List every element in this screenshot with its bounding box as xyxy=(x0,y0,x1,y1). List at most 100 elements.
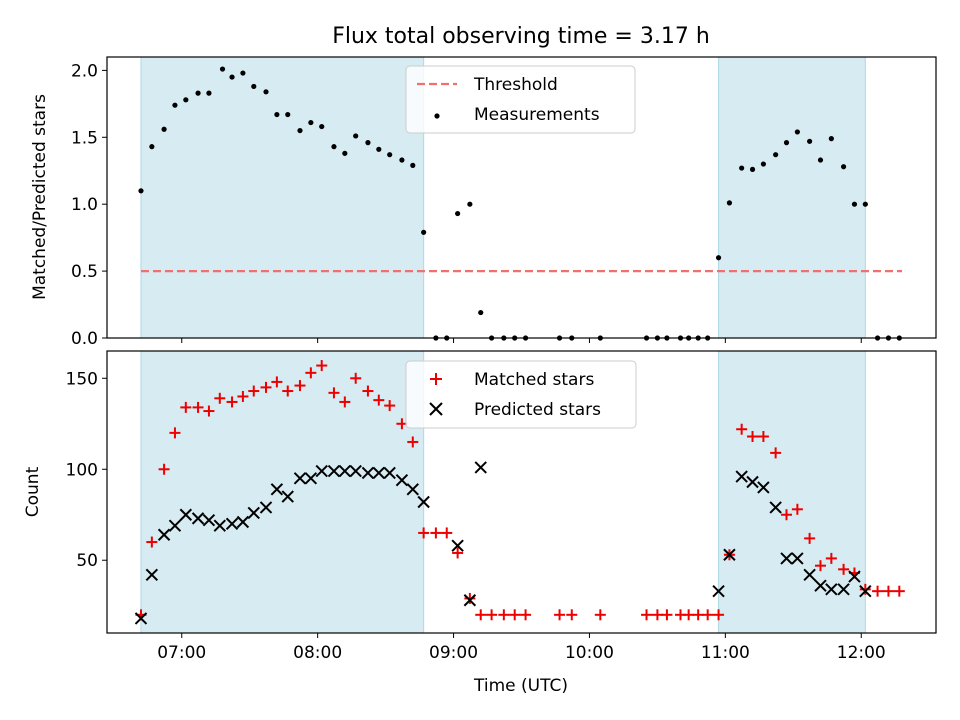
legend-threshold-label: Threshold xyxy=(473,75,558,95)
predicted-star-point xyxy=(259,501,273,514)
predicted-star-point xyxy=(757,481,770,494)
matched-star-point xyxy=(804,532,816,544)
matched-star-point xyxy=(180,401,192,413)
measurement-point xyxy=(851,201,858,207)
predicted-star-point xyxy=(361,466,375,480)
x-tick-label: 09:00 xyxy=(429,643,478,663)
measurement-point xyxy=(478,309,484,316)
predicted-star-point xyxy=(837,583,850,596)
matched-star-point xyxy=(594,609,606,621)
predicted-star-point xyxy=(327,464,341,478)
x-tick-label: 07:00 xyxy=(157,643,206,663)
top-y-axis-label: Matched/Predicted stars xyxy=(30,94,50,300)
measurement-point xyxy=(297,127,303,134)
matched-star-point xyxy=(237,390,249,402)
matched-star-point xyxy=(384,400,396,412)
matched-star-point xyxy=(702,609,714,621)
matched-star-point xyxy=(226,396,238,408)
matched-star-point xyxy=(770,447,782,459)
measurement-point xyxy=(773,152,779,158)
legend-predicted-swatch xyxy=(429,402,443,416)
predicted-star-point xyxy=(349,464,362,478)
matched-star-point xyxy=(441,527,453,539)
predicted-star-point xyxy=(735,470,748,483)
legend-matched-swatch xyxy=(430,373,442,385)
measurement-point xyxy=(263,89,269,95)
predicted-star-point xyxy=(145,568,159,581)
matched-star-point xyxy=(661,609,673,621)
predicted-star-point xyxy=(395,473,409,487)
matched-star-point xyxy=(158,463,170,475)
matched-star-point xyxy=(316,360,328,372)
x-axis-label: Time (UTC) xyxy=(473,676,568,696)
matched-star-point xyxy=(747,431,759,443)
measurement-point xyxy=(421,229,427,235)
matched-star-point xyxy=(566,609,578,621)
predicted-star-point xyxy=(213,519,227,532)
legend-measurements-label: Measurements xyxy=(474,105,600,125)
predicted-star-point xyxy=(780,552,793,565)
x-tick-label: 08:00 xyxy=(293,643,342,663)
matched-star-point xyxy=(838,563,850,575)
matched-star-point xyxy=(146,536,158,548)
predicted-star-point xyxy=(225,517,239,531)
measurement-point xyxy=(229,74,235,80)
matched-star-point xyxy=(736,423,748,435)
measurement-point xyxy=(219,66,226,72)
matched-star-point xyxy=(509,609,521,621)
measurement-point xyxy=(783,140,790,146)
predicted-star-point xyxy=(474,461,487,474)
predicted-star-point xyxy=(746,475,759,489)
y-tick-label: 0.5 xyxy=(71,262,98,282)
matched-star-point xyxy=(294,380,306,392)
measurement-point xyxy=(376,146,382,152)
measurement-point xyxy=(467,201,473,207)
matched-star-point xyxy=(271,376,283,388)
matched-star-point xyxy=(882,585,894,597)
legend-matched-label: Matched stars xyxy=(474,370,594,390)
predicted-star-point xyxy=(769,501,782,514)
matched-star-point xyxy=(430,527,442,539)
matched-star-point xyxy=(757,431,769,443)
predicted-star-point xyxy=(814,579,827,592)
measurement-point xyxy=(749,166,756,172)
y-tick-label: 0.0 xyxy=(71,329,98,349)
x-tick-label: 10:00 xyxy=(565,643,614,663)
measurement-point xyxy=(274,111,280,118)
measurement-point xyxy=(172,102,178,108)
predicted-star-point xyxy=(825,583,838,596)
matched-star-point xyxy=(814,560,826,572)
predicted-star-point xyxy=(281,490,294,503)
matched-star-point xyxy=(498,609,510,621)
matched-star-point xyxy=(651,609,663,621)
x-tick-label: 12:00 xyxy=(837,643,886,663)
measurement-point xyxy=(195,90,201,96)
measurement-point xyxy=(353,133,359,139)
measurement-point xyxy=(760,161,767,167)
predicted-star-point xyxy=(383,466,396,480)
measurement-point xyxy=(319,123,325,130)
measurement-point xyxy=(840,164,847,170)
predicted-star-point xyxy=(723,548,736,561)
y-tick-label: 150 xyxy=(66,369,98,389)
predicted-star-point xyxy=(315,464,328,478)
matched-star-point xyxy=(362,385,374,397)
x-tick-label: 11:00 xyxy=(701,643,750,663)
measurement-point xyxy=(285,111,291,118)
top-legend: Threshold Measurements xyxy=(405,65,636,134)
measurement-point xyxy=(726,200,733,206)
top-axes-frame xyxy=(106,56,937,339)
measurement-point xyxy=(138,188,144,194)
matched-star-point xyxy=(282,385,294,397)
predicted-star-point xyxy=(157,528,171,541)
matched-star-point xyxy=(859,583,871,595)
measurement-point xyxy=(308,119,314,126)
measurement-point xyxy=(251,83,257,90)
matched-star-point xyxy=(464,592,476,604)
matched-star-point xyxy=(192,401,204,413)
bottom-y-axis-label: Count xyxy=(23,466,43,517)
matched-star-point xyxy=(305,367,317,379)
predicted-stars-points xyxy=(134,461,872,625)
